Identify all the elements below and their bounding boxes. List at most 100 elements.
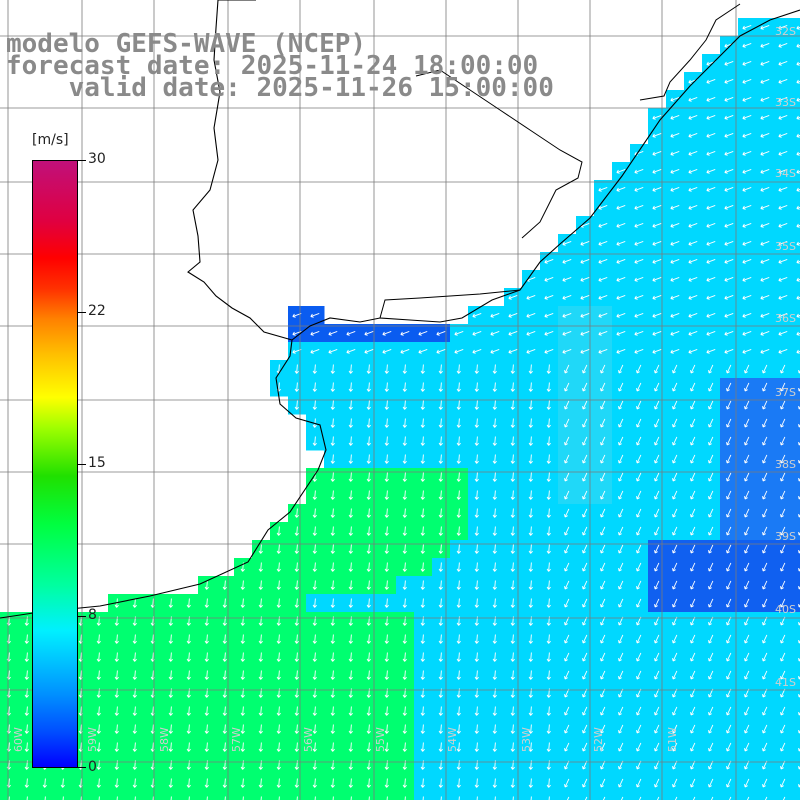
wind-arrow: [474, 544, 479, 554]
wind-arrow: [384, 742, 389, 752]
wind-arrow: [762, 706, 768, 716]
wind-arrow: [670, 97, 680, 102]
wind-speed-cell: [594, 792, 613, 800]
wind-arrow: [258, 652, 263, 662]
wind-arrow: [530, 796, 532, 800]
wind-arrow: [438, 706, 443, 716]
lon-label: 53W: [520, 727, 533, 752]
wind-arrow: [706, 133, 716, 138]
wind-arrow: [384, 706, 389, 716]
wind-arrow: [312, 670, 317, 680]
wind-arrow: [762, 598, 768, 608]
wind-arrow: [294, 382, 299, 392]
wind-arrow: [332, 796, 334, 800]
wind-arrow: [760, 295, 770, 300]
wind-arrow: [114, 778, 119, 788]
wind-arrow: [474, 562, 479, 572]
wind-arrow: [690, 724, 696, 734]
wind-arrow: [456, 382, 461, 392]
wind-arrow: [724, 349, 734, 354]
wind-arrow: [618, 382, 624, 392]
wind-arrow: [564, 418, 570, 428]
wind-arrow: [528, 508, 533, 518]
wind-arrow: [348, 562, 353, 572]
wind-arrow: [706, 223, 716, 228]
wind-arrow: [402, 454, 407, 464]
wind-arrow: [402, 778, 407, 788]
wind-arrow: [602, 796, 606, 800]
wind-arrow: [402, 670, 407, 680]
wind-arrow: [276, 670, 281, 680]
wind-arrow: [456, 364, 461, 374]
wind-arrow: [294, 544, 299, 554]
wind-arrow: [616, 295, 626, 300]
wind-arrow: [258, 670, 263, 680]
wind-arrow: [114, 706, 119, 716]
wind-arrow: [492, 580, 497, 590]
wind-arrow: [600, 580, 606, 590]
wind-arrow: [636, 652, 642, 662]
wind-arrow: [780, 562, 786, 572]
wind-arrow: [690, 490, 696, 500]
wind-arrow: [258, 778, 263, 788]
wind-arrow: [24, 742, 29, 752]
wind-arrow: [688, 223, 698, 228]
wind-arrow: [366, 400, 371, 410]
wind-arrow: [636, 580, 642, 590]
wind-arrow: [492, 724, 497, 734]
wind-arrow: [580, 331, 590, 336]
wind-arrow: [456, 742, 461, 752]
wind-arrow: [546, 706, 551, 716]
wind-arrow: [582, 706, 588, 716]
wind-arrow: [492, 562, 497, 572]
wind-arrow: [294, 400, 299, 410]
wind-arrow: [24, 724, 29, 734]
wind-arrow: [492, 670, 497, 680]
wind-arrow: [384, 454, 389, 464]
wind-arrow: [616, 241, 626, 246]
wind-arrow: [366, 778, 371, 788]
wind-arrow: [312, 508, 317, 518]
wind-speed-cell: [792, 414, 800, 433]
wind-arrow: [796, 133, 800, 138]
wind-arrow: [654, 634, 660, 644]
wind-arrow: [636, 742, 642, 752]
wind-arrow: [744, 436, 750, 446]
wind-arrow: [546, 544, 551, 554]
wind-arrow: [672, 742, 678, 752]
wind-arrow: [670, 313, 680, 318]
wind-arrow: [328, 349, 338, 354]
wind-arrow: [796, 277, 800, 282]
wind-arrow: [672, 598, 678, 608]
wind-arrow: [582, 472, 588, 482]
wind-speed-cell: [378, 792, 397, 800]
wind-arrow: [796, 259, 800, 264]
lat-label: 41S: [775, 676, 796, 689]
wind-arrow: [260, 796, 262, 800]
wind-arrow: [564, 670, 570, 680]
wind-arrow: [312, 598, 317, 608]
wind-arrow: [690, 382, 696, 392]
wind-arrow: [546, 436, 551, 446]
wind-arrow: [456, 562, 461, 572]
wind-arrow: [780, 598, 786, 608]
wind-arrow: [780, 724, 786, 734]
wind-arrow: [564, 454, 570, 464]
wind-arrow: [402, 436, 407, 446]
wind-arrow: [546, 634, 551, 644]
wind-arrow: [402, 364, 407, 374]
wind-arrow: [582, 580, 588, 590]
wind-arrow: [744, 562, 750, 572]
wind-arrow: [168, 742, 173, 752]
wind-arrow: [672, 778, 678, 788]
wind-arrow: [438, 472, 443, 482]
wind-arrow: [420, 778, 425, 788]
wind-arrow: [420, 652, 425, 662]
wind-arrow: [294, 598, 299, 608]
wind-speed-cell: [792, 666, 800, 685]
wind-speed-cell: [792, 306, 800, 325]
wind-arrow: [204, 724, 209, 734]
wind-arrow: [420, 472, 425, 482]
wind-arrow: [168, 634, 173, 644]
wind-arrow: [312, 526, 317, 536]
